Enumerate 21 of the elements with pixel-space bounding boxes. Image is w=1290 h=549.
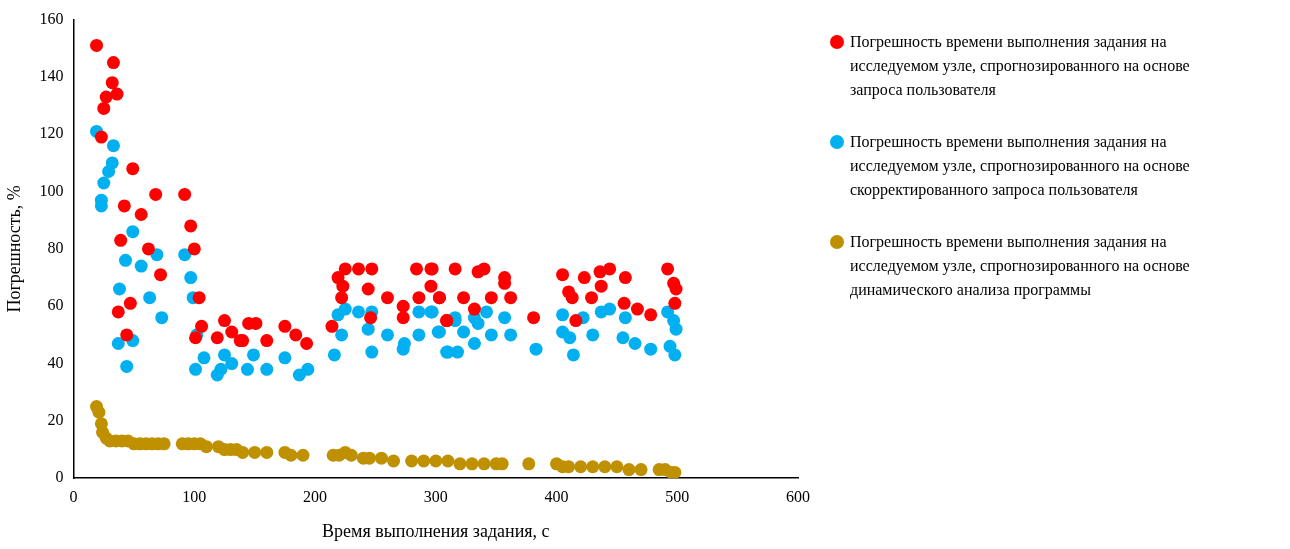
y-tick-label: 20 [47,411,64,429]
x-axis-title: Время выполнения задания, с [322,520,550,541]
x-tick-label: 500 [665,488,690,505]
x-tick-label: 200 [303,488,328,505]
y-tick-label: 80 [47,239,64,257]
legend-label: Погрешность времени выполнения задания на исследуемом узле, спрогнозированного на основе скорректированного запроса пользователя [850,132,1191,201]
y-axis-title: Погрешность, % [3,185,24,313]
x-tick-label: 400 [544,488,569,505]
y-tick-label: 40 [47,353,64,371]
x-tick-label: 100 [182,488,207,505]
y-tick-label: 0 [55,468,64,486]
y-tick-label: 160 [39,9,64,27]
x-tick-label: 600 [786,488,810,505]
y-tick-label: 120 [39,124,64,142]
y-tick-label: 100 [39,181,64,199]
legend-label: Погрешность времени выполнения задания на исследуемом узле, спрогнозированного на основе динамического анализа программы [850,232,1191,301]
x-tick-label: 0 [69,488,78,505]
x-tick-label: 300 [423,488,448,505]
y-tick-label: 60 [47,296,64,314]
legend-label: Погрешность времени выполнения задания на исследуемом узле, спрогнозированного на основе запроса пользователя [850,32,1191,101]
y-tick-label: 140 [39,67,64,85]
